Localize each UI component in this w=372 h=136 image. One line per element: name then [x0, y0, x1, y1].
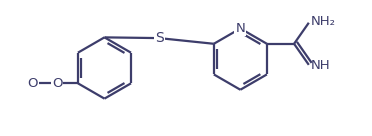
Text: S: S [155, 31, 164, 45]
Text: O: O [52, 77, 62, 90]
Text: NH₂: NH₂ [311, 15, 336, 28]
Text: O: O [27, 77, 38, 90]
Text: NH: NH [311, 59, 330, 72]
Text: N: N [235, 22, 245, 35]
